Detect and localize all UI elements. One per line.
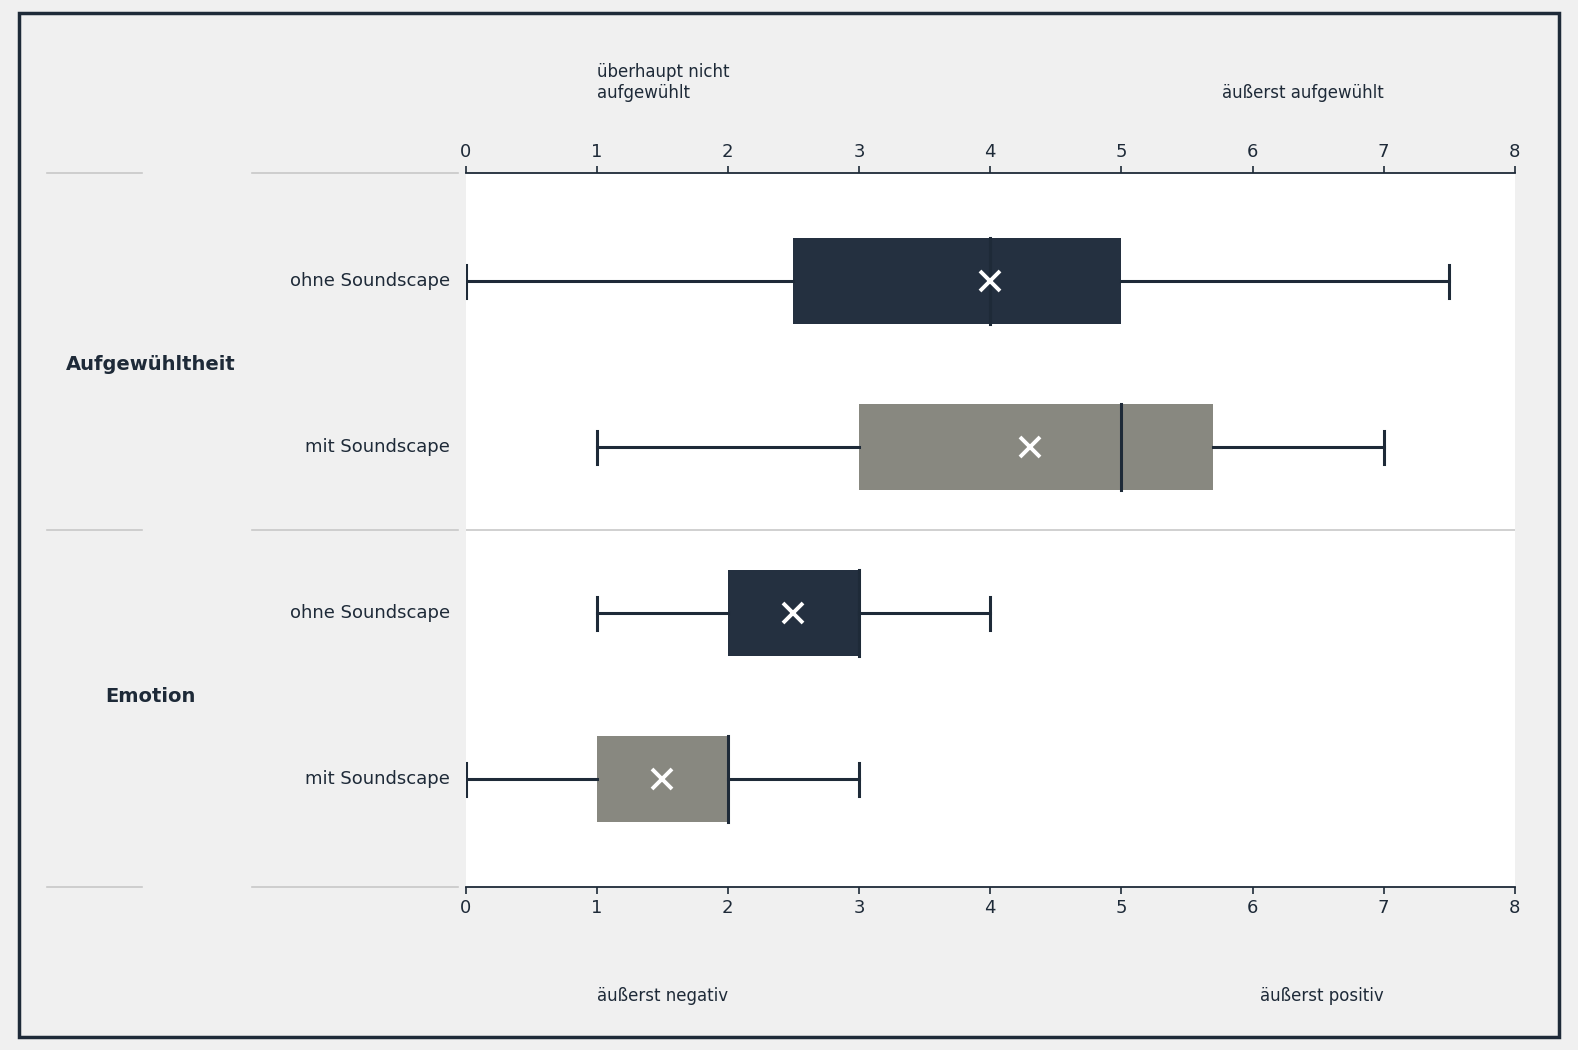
Text: äußerst aufgewühlt: äußerst aufgewühlt xyxy=(1221,84,1384,102)
Text: überhaupt nicht
aufgewühlt: überhaupt nicht aufgewühlt xyxy=(596,63,729,102)
Bar xyxy=(596,736,727,822)
Text: ohne Soundscape: ohne Soundscape xyxy=(290,604,450,623)
Text: mit Soundscape: mit Soundscape xyxy=(305,438,450,457)
Bar xyxy=(727,570,858,656)
Bar xyxy=(858,404,1213,490)
Text: mit Soundscape: mit Soundscape xyxy=(305,771,450,789)
Bar xyxy=(794,238,1122,324)
Text: Aufgewühltheit: Aufgewühltheit xyxy=(66,355,235,374)
Text: Emotion: Emotion xyxy=(106,687,196,706)
Text: äußerst positiv: äußerst positiv xyxy=(1259,987,1384,1005)
Text: äußerst negativ: äußerst negativ xyxy=(596,987,727,1005)
Text: ohne Soundscape: ohne Soundscape xyxy=(290,272,450,290)
